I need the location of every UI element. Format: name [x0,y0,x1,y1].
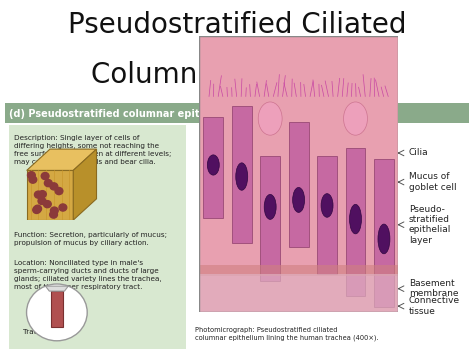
Ellipse shape [378,224,390,254]
Circle shape [29,176,36,183]
Ellipse shape [321,194,333,217]
Text: Cilia: Cilia [409,148,428,158]
Text: Pseudostratified Ciliated: Pseudostratified Ciliated [68,11,406,39]
Text: Basement
membrane: Basement membrane [409,279,458,299]
Circle shape [34,205,42,212]
Text: Description: Single layer of cells of
differing heights, some not reaching the
f: Description: Single layer of cells of di… [14,135,172,165]
Ellipse shape [264,195,276,219]
Ellipse shape [344,102,367,135]
Bar [289,122,309,247]
Polygon shape [51,291,63,327]
Circle shape [33,206,40,213]
Text: Columnar Epithelium: Columnar Epithelium [91,61,383,88]
FancyBboxPatch shape [199,36,398,312]
Polygon shape [27,170,73,220]
Ellipse shape [207,155,219,175]
Bar [199,274,398,312]
Polygon shape [73,149,97,220]
Text: (d) Pseudostratified columnar epithelium: (d) Pseudostratified columnar epithelium [9,109,237,119]
Ellipse shape [349,204,362,234]
Circle shape [59,204,67,211]
Text: Location: Nonciliated type in male's
sperm-carrying ducts and ducts of large
gla: Location: Nonciliated type in male's spe… [14,260,162,290]
Circle shape [50,183,58,190]
Ellipse shape [292,187,305,212]
Circle shape [50,211,57,218]
Text: Function: Secretion, particularly of mucus;
propulsion of mucus by ciliary actio: Function: Secretion, particularly of muc… [14,232,167,246]
Text: Photomicrograph: Pseudostratified ciliated
columnar epithelium lining the human : Photomicrograph: Pseudostratified ciliat… [195,327,379,340]
Bar [317,157,337,274]
Polygon shape [27,149,97,170]
Circle shape [35,191,42,198]
Bar [346,148,365,296]
Polygon shape [46,286,68,291]
Bar [260,156,280,281]
FancyBboxPatch shape [9,125,186,349]
Bar [203,117,223,218]
Bar [232,106,252,243]
Bar [199,265,398,277]
Text: Connective
tissue: Connective tissue [409,296,460,316]
Text: Trachea: Trachea [23,329,51,334]
Circle shape [55,187,63,195]
Circle shape [38,191,46,198]
Ellipse shape [236,163,248,190]
Circle shape [38,197,46,204]
Circle shape [45,180,52,187]
Circle shape [44,201,51,208]
Circle shape [50,207,58,214]
FancyBboxPatch shape [5,103,469,123]
Text: Pseudo-
stratified
epithelial
layer: Pseudo- stratified epithelial layer [409,204,451,245]
Circle shape [27,172,35,179]
Ellipse shape [258,102,282,135]
Circle shape [41,173,49,180]
Circle shape [27,284,87,341]
Bar [374,159,394,307]
Text: Mucus of
goblet cell: Mucus of goblet cell [409,173,456,192]
